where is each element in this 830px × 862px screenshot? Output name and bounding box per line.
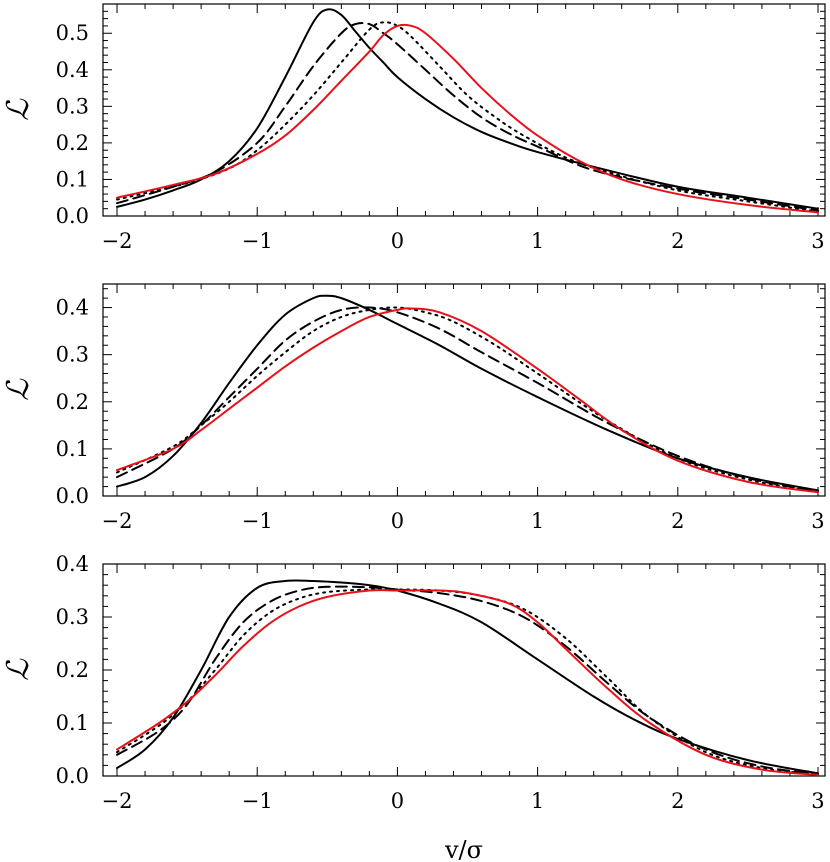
y-tick-label: 0.4 [56, 552, 89, 576]
y-axis-label: ℒ [1, 658, 36, 681]
y-axis-label: ℒ [1, 378, 36, 401]
series-dashed-curve [116, 585, 819, 775]
plot-frame [102, 563, 826, 777]
series-dotted-curve [116, 21, 819, 213]
x-tick-label: −2 [102, 789, 133, 813]
panel-middle: −2 −1 0 1 2 3 0.0 0.1 0.2 0.3 0.4 ℒ [1, 283, 826, 533]
panel-bottom: −2 −1 0 1 2 3 0.0 0.1 0.2 0.3 0.4 ℒv/σ [1, 552, 826, 862]
x-tick-label: 2 [671, 509, 684, 533]
x-tick-label: −2 [102, 509, 133, 533]
y-tick-label: 0.2 [56, 131, 89, 155]
x-tick-label: 0 [391, 509, 404, 533]
x-tick-label: 1 [531, 789, 544, 813]
x-tick-label: 3 [811, 229, 824, 253]
curves [116, 294, 819, 494]
x-tick-label: 1 [531, 509, 544, 533]
y-tick-label: 0.2 [56, 658, 89, 682]
x-tick-label: −1 [242, 789, 273, 813]
y-tick-label: 0.3 [56, 94, 89, 118]
series-dotted-curve [116, 588, 819, 776]
x-tick-label: −1 [242, 509, 273, 533]
y-tick-label: 0.2 [56, 390, 89, 414]
y-tick-label: 0.1 [56, 437, 89, 461]
x-tick-label: 2 [671, 229, 684, 253]
plot-frame [102, 283, 826, 497]
x-tick-label: 2 [671, 789, 684, 813]
series-red-curve [116, 589, 819, 776]
y-tick-label: 0.4 [56, 58, 89, 82]
series-red-curve [116, 307, 819, 494]
curves [116, 579, 819, 776]
series-dashed-curve [116, 306, 819, 493]
series-dotted-curve [116, 306, 819, 494]
y-tick-label: 0.5 [56, 21, 89, 45]
panel-top: −2 −1 0 1 2 3 0.0 0.1 0.2 0.3 0.4 0.5 ℒ [1, 3, 826, 253]
x-tick-label: 0 [391, 229, 404, 253]
curves [116, 8, 819, 214]
x-tick-label: 1 [531, 229, 544, 253]
y-tick-label: 0.3 [56, 343, 89, 367]
series-dashed-curve [116, 21, 819, 212]
x-tick-label: −1 [242, 229, 273, 253]
y-tick-label: 0.0 [56, 484, 89, 508]
series-solid-curve [116, 579, 819, 775]
y-tick-label: 0.4 [56, 296, 89, 320]
x-tick-label: 3 [811, 789, 824, 813]
plot-frame [102, 3, 826, 217]
y-tick-label: 0.1 [56, 711, 89, 735]
y-tick-label: 0.1 [56, 167, 89, 191]
series-solid-curve [116, 8, 819, 210]
x-axis-label: v/σ [444, 836, 483, 862]
series-red-curve [116, 23, 819, 214]
x-tick-label: 3 [811, 509, 824, 533]
y-axis-label: ℒ [1, 98, 36, 121]
y-tick-label: 0.0 [56, 204, 89, 228]
y-tick-label: 0.0 [56, 764, 89, 788]
x-tick-label: −2 [102, 229, 133, 253]
y-tick-label: 0.3 [56, 605, 89, 629]
series-solid-curve [116, 294, 819, 492]
x-tick-label: 0 [391, 789, 404, 813]
